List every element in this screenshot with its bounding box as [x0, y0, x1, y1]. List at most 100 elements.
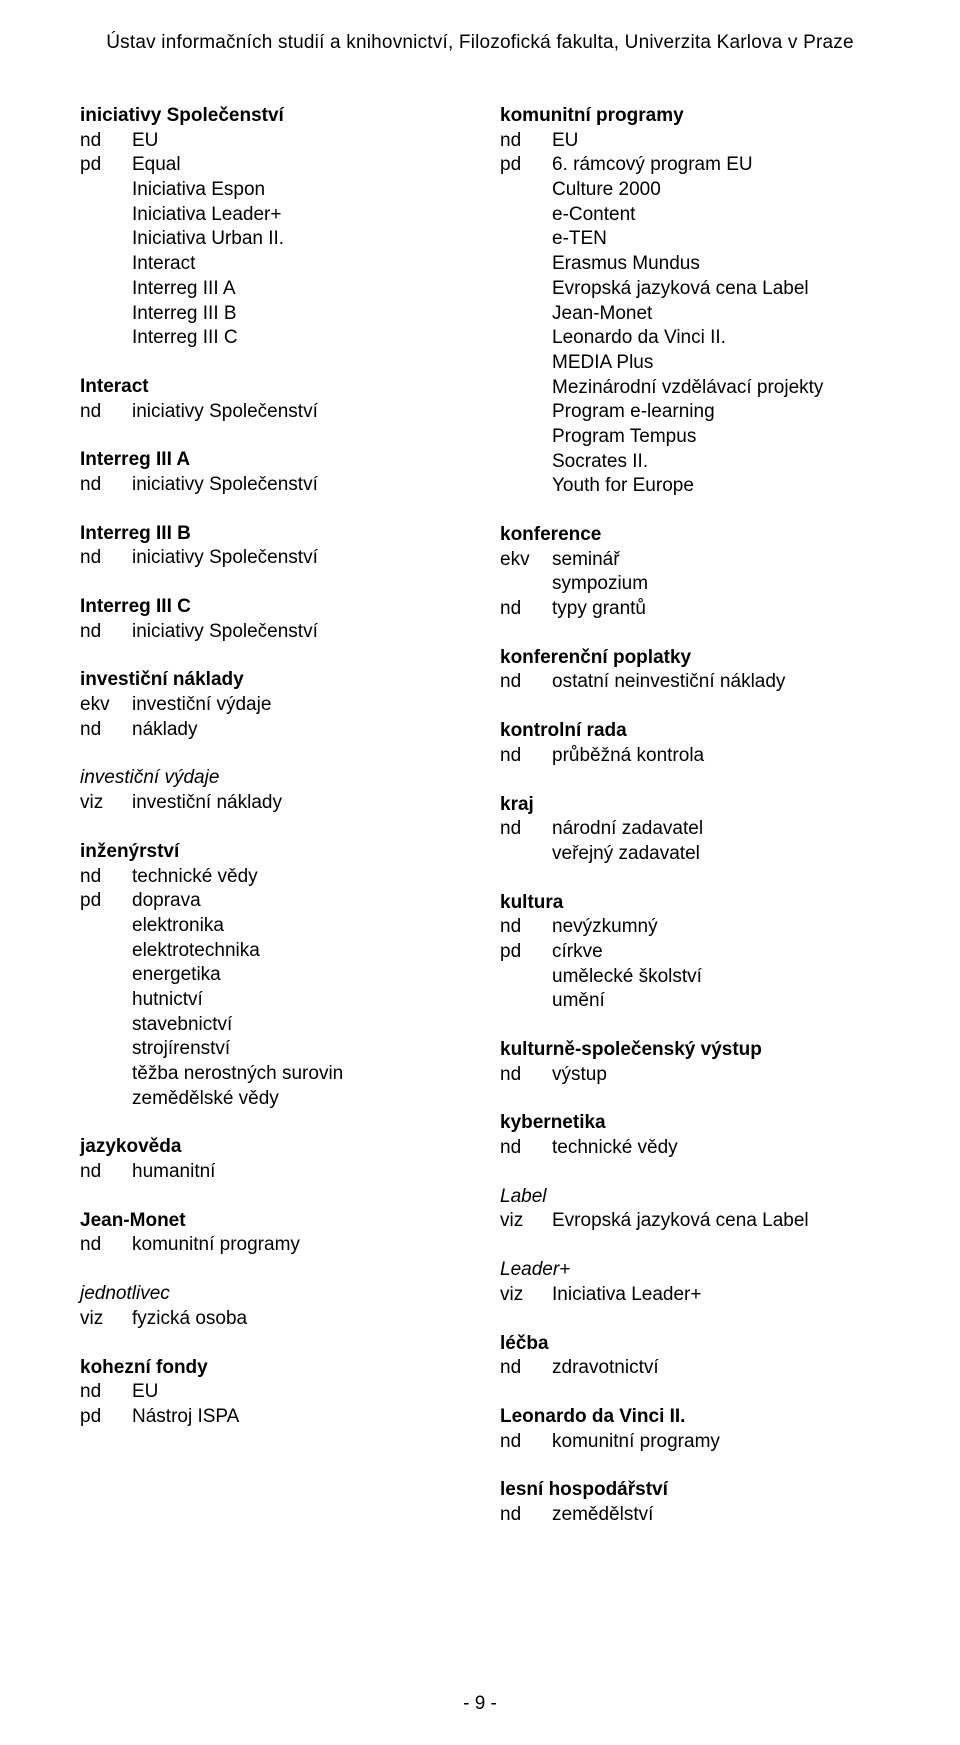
term-entry: pdEqual — [80, 153, 460, 178]
entry-prefix: nd — [500, 744, 552, 769]
entry-value: Interreg III C — [132, 326, 460, 351]
entry-prefix: nd — [500, 1356, 552, 1381]
term-title: investiční náklady — [80, 668, 460, 693]
entry-prefix: nd — [80, 620, 132, 645]
term-entry: Iniciativa Urban II. — [80, 227, 460, 252]
entry-prefix: nd — [500, 1430, 552, 1455]
entry-value: strojírenství — [132, 1037, 460, 1062]
term-entry: ndiniciativy Společenství — [80, 620, 460, 645]
term-entry: ndhumanitní — [80, 1160, 460, 1185]
entry-prefix — [80, 178, 132, 203]
entry-prefix: viz — [500, 1283, 552, 1308]
term-entry: elektrotechnika — [80, 939, 460, 964]
entry-value: Socrates II. — [552, 450, 880, 475]
term-entry: pdcírkve — [500, 940, 880, 965]
term-title: Interreg III C — [80, 595, 460, 620]
entry-value: Interact — [132, 252, 460, 277]
entry-value: výstup — [552, 1063, 880, 1088]
entry-value: nevýzkumný — [552, 915, 880, 940]
term-entry: ndEU — [500, 129, 880, 154]
term-group: iniciativy SpolečenstvíndEUpdEqual Inicia… — [80, 104, 460, 351]
term-entry: zemědělské vědy — [80, 1087, 460, 1112]
term-group: Leader+vizIniciativa Leader+ — [500, 1258, 880, 1307]
term-entry: ndEU — [80, 129, 460, 154]
entry-prefix: nd — [500, 1503, 552, 1528]
entry-value: Culture 2000 — [552, 178, 880, 203]
entry-value: investiční náklady — [132, 791, 460, 816]
entry-value: Interreg III A — [132, 277, 460, 302]
term-title: lesní hospodářství — [500, 1478, 880, 1503]
entry-value: Iniciativa Leader+ — [132, 203, 460, 228]
entry-prefix — [80, 1087, 132, 1112]
entry-prefix: nd — [500, 129, 552, 154]
term-entry: Interreg III A — [80, 277, 460, 302]
term-entry: vizEvropská jazyková cena Label — [500, 1209, 880, 1234]
term-group: LabelvizEvropská jazyková cena Label — [500, 1185, 880, 1234]
term-title: kulturně-společenský výstup — [500, 1038, 880, 1063]
term-entry: ndzemědělství — [500, 1503, 880, 1528]
term-entry: Leonardo da Vinci II. — [500, 326, 880, 351]
term-title: kontrolní rada — [500, 719, 880, 744]
term-title: konference — [500, 523, 880, 548]
term-entry: pd6. rámcový program EU — [500, 153, 880, 178]
entry-prefix — [80, 203, 132, 228]
entry-prefix — [500, 326, 552, 351]
term-entry: Socrates II. — [500, 450, 880, 475]
term-title: léčba — [500, 1332, 880, 1357]
term-group: investiční výdajevizinvestiční náklady — [80, 766, 460, 815]
entry-prefix: nd — [80, 400, 132, 425]
term-entry: e-Content — [500, 203, 880, 228]
term-entry: ndtechnické vědy — [80, 865, 460, 890]
term-entry: Program e-learning — [500, 400, 880, 425]
term-group: konferenční poplatkyndostatní neinvestič… — [500, 646, 880, 695]
term-entry: pddoprava — [80, 889, 460, 914]
entry-value: těžba nerostných surovin — [132, 1062, 460, 1087]
term-group: inženýrstvíndtechnické vědypddopravaelek… — [80, 840, 460, 1112]
term-entry: Evropská jazyková cena Label — [500, 277, 880, 302]
term-entry: ndEU — [80, 1380, 460, 1405]
term-entry: vizIniciativa Leader+ — [500, 1283, 880, 1308]
entry-prefix — [80, 988, 132, 1013]
entry-value: průběžná kontrola — [552, 744, 880, 769]
entry-prefix — [500, 351, 552, 376]
entry-value: humanitní — [132, 1160, 460, 1185]
content-columns: iniciativy SpolečenstvíndEUpdEqualInicia… — [80, 104, 880, 1552]
entry-prefix — [500, 842, 552, 867]
term-entry: Interreg III C — [80, 326, 460, 351]
term-title: iniciativy Společenství — [80, 104, 460, 129]
entry-prefix — [500, 450, 552, 475]
entry-value: Nástroj ISPA — [132, 1405, 460, 1430]
entry-value: iniciativy Společenství — [132, 473, 460, 498]
term-entry: ndnevýzkumný — [500, 915, 880, 940]
term-group: kulturandnevýzkumnýpdcírkveumělecké škol… — [500, 891, 880, 1014]
term-entry: veřejný zadavatel — [500, 842, 880, 867]
term-group: komunitní programyndEUpd6. rámcový progr… — [500, 104, 880, 499]
entry-value: typy grantů — [552, 597, 880, 622]
entry-prefix: viz — [80, 791, 132, 816]
entry-value: zemědělské vědy — [132, 1087, 460, 1112]
entry-value: Program Tempus — [552, 425, 880, 450]
entry-prefix — [80, 326, 132, 351]
term-entry: ndprůběžná kontrola — [500, 744, 880, 769]
entry-prefix: pd — [80, 153, 132, 178]
entry-value: investiční výdaje — [132, 693, 460, 718]
entry-value: iniciativy Společenství — [132, 546, 460, 571]
term-title: Jean-Monet — [80, 1209, 460, 1234]
term-group: jednotlivecvizfyzická osoba — [80, 1282, 460, 1331]
term-title: konferenční poplatky — [500, 646, 880, 671]
entry-value: Iniciativa Urban II. — [132, 227, 460, 252]
term-entry: ndkomunitní programy — [500, 1430, 880, 1455]
entry-value: národní zadavatel — [552, 817, 880, 842]
entry-prefix: nd — [80, 546, 132, 571]
term-title: Interreg III B — [80, 522, 460, 547]
entry-value: komunitní programy — [132, 1233, 460, 1258]
entry-value: církve — [552, 940, 880, 965]
entry-prefix: nd — [80, 129, 132, 154]
term-title: Interreg III A — [80, 448, 460, 473]
term-group: Jean-Monetndkomunitní programy — [80, 1209, 460, 1258]
term-group: kontrolní radandprůběžná kontrola — [500, 719, 880, 768]
term-title: Leader+ — [500, 1258, 880, 1283]
term-group: Leonardo da Vinci II.ndkomunitní program… — [500, 1405, 880, 1454]
entry-prefix — [500, 252, 552, 277]
entry-value: technické vědy — [132, 865, 460, 890]
